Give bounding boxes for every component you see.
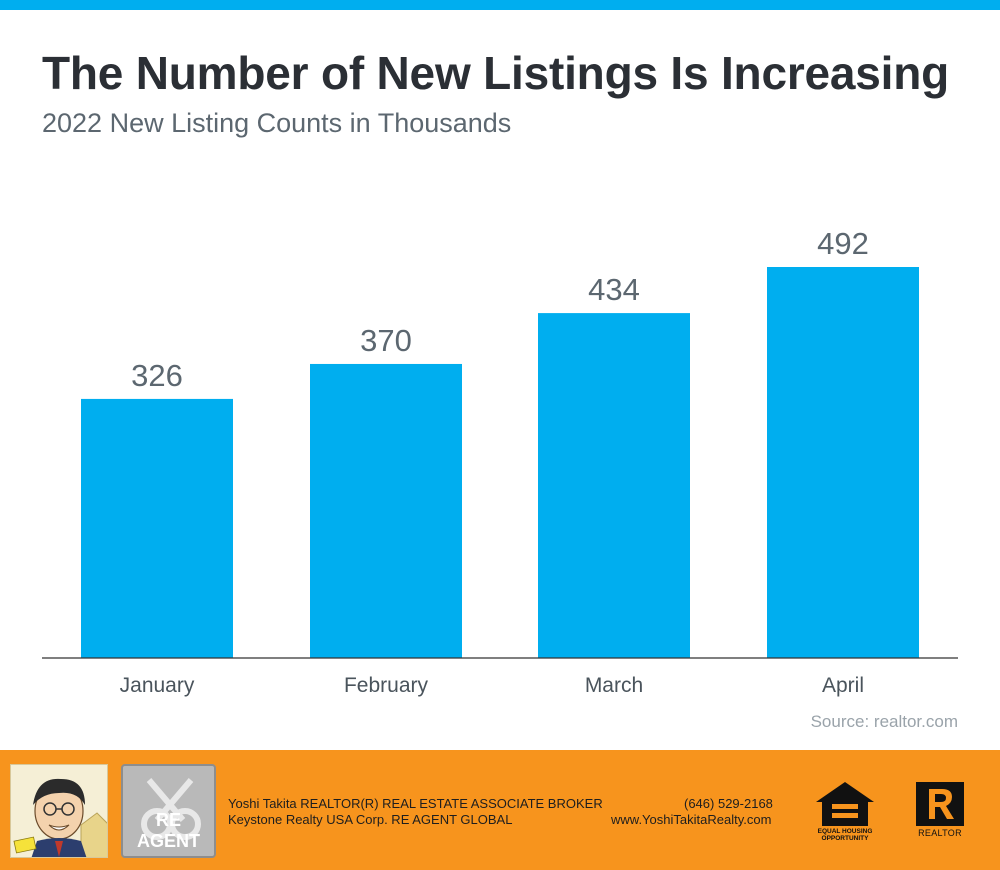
x-tick-label-january: January	[120, 674, 195, 697]
bar-february	[310, 363, 462, 658]
agent-caricature-photo	[10, 764, 108, 858]
x-tick-label-april: April	[822, 674, 864, 697]
bar-chart: 326 January 370 February 434 March 492 April	[42, 226, 958, 697]
re-agent-logo: RE AGENT	[121, 764, 216, 858]
top-accent-stripe	[0, 0, 1000, 10]
realtor-logo-icon: REALTOR	[912, 782, 968, 846]
phone-number: (646) 529-2168	[684, 796, 773, 811]
bar-january	[81, 398, 233, 658]
brokerage-line: Keystone Realty USA Corp. RE AGENT GLOBA…	[228, 812, 513, 827]
data-label-april: 492	[817, 226, 869, 261]
re-agent-logo-text: RE AGENT	[137, 810, 200, 851]
data-label-february: 370	[360, 323, 412, 358]
agent-name-line: Yoshi Takita REALTOR(R) REAL ESTATE ASSO…	[228, 796, 603, 811]
bar-april	[767, 267, 919, 658]
data-label-january: 326	[131, 358, 183, 393]
realtor-logo-text: REALTOR	[918, 828, 962, 838]
page-title: The Number of New Listings Is Increasing	[42, 47, 950, 99]
equal-housing-icon: EQUAL HOUSING OPPORTUNITY	[812, 780, 878, 844]
data-label-march: 434	[588, 272, 640, 307]
x-tick-label-february: February	[344, 674, 429, 697]
source-note: Source: realtor.com	[810, 712, 958, 731]
website-link[interactable]: www.YoshiTakitaRealty.com	[611, 812, 772, 827]
footer-bar: RE AGENT Yoshi Takita REALTOR(R) REAL ES…	[0, 750, 1000, 870]
page-subtitle: 2022 New Listing Counts in Thousands	[42, 108, 512, 138]
equal-housing-text: EQUAL HOUSING OPPORTUNITY	[817, 828, 873, 842]
x-tick-label-march: March	[585, 674, 643, 697]
bar-march	[538, 313, 690, 658]
